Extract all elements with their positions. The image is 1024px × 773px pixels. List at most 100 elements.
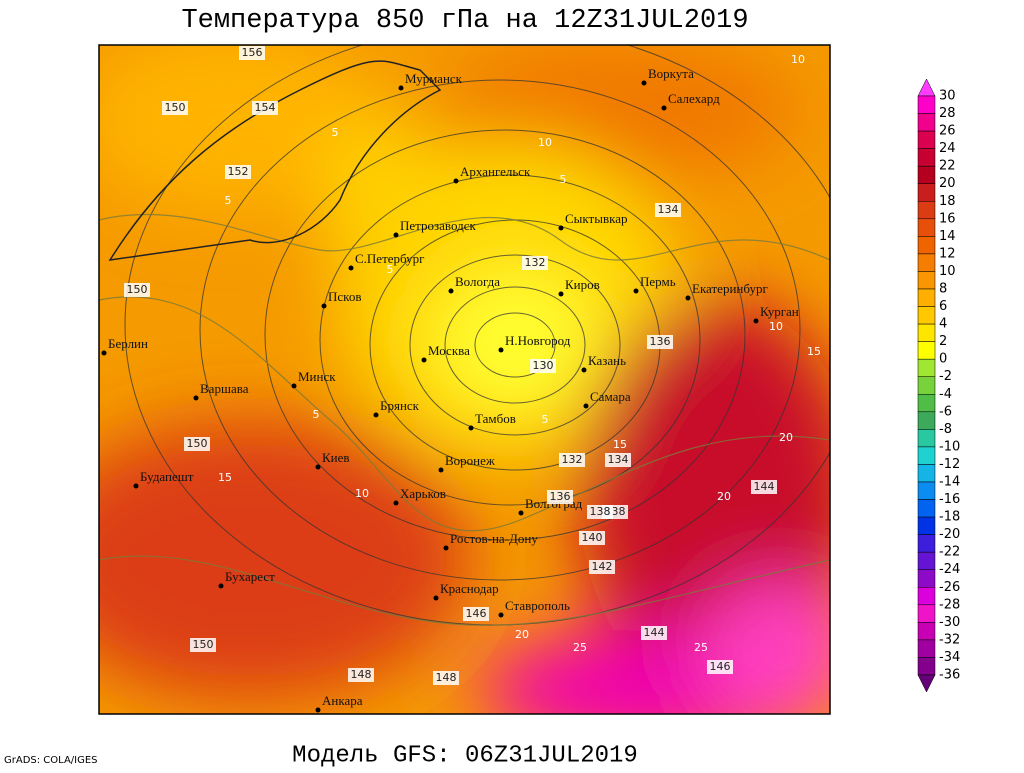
- temperature-label: 10: [355, 487, 369, 500]
- colorbar-swatch: [917, 394, 936, 413]
- city-label: Брянск: [380, 398, 420, 413]
- city-dot: [753, 318, 759, 324]
- colorbar-swatch: [917, 306, 936, 325]
- colorbar-label: 14: [939, 229, 956, 244]
- city-dot: [558, 225, 564, 231]
- colorbar-end: [917, 78, 936, 97]
- city-label: Воронеж: [445, 453, 496, 468]
- colorbar-swatch: [917, 358, 936, 377]
- city-label: Петрозаводск: [400, 218, 476, 233]
- city-dot: [581, 367, 587, 373]
- city-dot: [518, 510, 524, 516]
- colorbar-label: 20: [939, 176, 956, 191]
- city-dot: [453, 178, 459, 184]
- height-label-box: [225, 165, 251, 179]
- colorbar-swatch: [917, 148, 936, 167]
- colorbar-label: -22: [939, 545, 960, 560]
- height-label-box: [184, 437, 210, 451]
- height-label-box: [559, 453, 585, 467]
- height-label-box: [190, 638, 216, 652]
- colorbar-swatch: [917, 657, 936, 676]
- colorbar-swatch: [917, 288, 936, 307]
- colorbar-label: -32: [939, 632, 960, 647]
- colorbar-swatch: [917, 95, 936, 114]
- city-label: Архангельск: [460, 164, 531, 179]
- height-label-box: [647, 335, 673, 349]
- city-dot: [321, 303, 327, 309]
- height-label-box: [751, 480, 777, 494]
- city-label: Псков: [328, 289, 361, 304]
- height-label: 132: [562, 453, 583, 466]
- height-label: 150: [193, 638, 214, 651]
- temperature-label: 5: [225, 194, 232, 207]
- temperature-label: 20: [515, 628, 529, 641]
- city-label: Варшава: [200, 381, 249, 396]
- city-dot: [498, 612, 504, 618]
- city-dot: [498, 347, 504, 353]
- height-label: 156: [242, 46, 263, 59]
- height-label-box: [605, 453, 631, 467]
- colorbar-label: 10: [939, 264, 956, 279]
- colorbar-label: 24: [939, 141, 956, 156]
- city-label: Киров: [565, 277, 600, 292]
- colorbar-swatch: [917, 551, 936, 570]
- height-label: 148: [351, 668, 372, 681]
- city-dot: [433, 595, 439, 601]
- city-label: Минск: [298, 369, 336, 384]
- city-dot: [101, 350, 107, 356]
- city-label: Вологда: [455, 274, 500, 289]
- colorbar-label: -2: [939, 369, 952, 384]
- city-dot: [393, 232, 399, 238]
- height-label-box: [463, 607, 489, 621]
- city-dot: [448, 288, 454, 294]
- colorbar-label: 12: [939, 246, 956, 261]
- colorbar-swatch: [917, 446, 936, 465]
- colorbar-swatch: [917, 113, 936, 132]
- colorbar-label: 8: [939, 282, 947, 297]
- city-label: Воркута: [648, 66, 694, 81]
- colorbar-label: -16: [939, 492, 960, 507]
- city-dot: [438, 467, 444, 473]
- city-dot: [315, 707, 321, 713]
- colorbar-label: -28: [939, 597, 960, 612]
- temperature-label: 10: [791, 53, 805, 66]
- city-label: С.Петербург: [355, 251, 424, 266]
- colorbar-label: 26: [939, 124, 956, 139]
- colorbar-label: 0: [939, 352, 947, 367]
- height-label-box: [522, 256, 548, 270]
- temperature-label: 15: [807, 345, 821, 358]
- colorbar-label: -6: [939, 404, 952, 419]
- height-label: 144: [754, 480, 775, 493]
- city-dot: [315, 464, 321, 470]
- city-label: Мурманск: [405, 71, 463, 86]
- height-label: 130: [533, 359, 554, 372]
- height-label-box: [707, 660, 733, 674]
- height-label-box: [433, 671, 459, 685]
- height-label: 146: [710, 660, 731, 673]
- colorbar-label: 16: [939, 211, 956, 226]
- map-field: [99, 45, 830, 714]
- colorbar-swatch: [917, 376, 936, 395]
- city-dot: [218, 583, 224, 589]
- height-label: 140: [582, 531, 603, 544]
- city-dot: [291, 383, 297, 389]
- colorbar-label: -8: [939, 422, 952, 437]
- colorbar-label: 28: [939, 106, 956, 121]
- colorbar-label: -26: [939, 580, 960, 595]
- height-label-box: [589, 560, 615, 574]
- colorbar-label: -36: [939, 668, 960, 683]
- colorbar-swatch: [917, 464, 936, 483]
- height-label-box: [348, 668, 374, 682]
- colorbar-swatch: [917, 639, 936, 658]
- height-label-box: [239, 46, 265, 60]
- colorbar-label: 30: [939, 89, 956, 104]
- colorbar-label: -12: [939, 457, 960, 472]
- height-label-box: [124, 283, 150, 297]
- colorbar-label: -24: [939, 562, 960, 577]
- colorbar-swatch: [917, 201, 936, 220]
- colorbar-label: -20: [939, 527, 960, 542]
- city-label: Сыктывкар: [565, 211, 628, 226]
- city-dot: [133, 483, 139, 489]
- colorbar-swatch: [917, 323, 936, 342]
- colorbar-swatch: [917, 429, 936, 448]
